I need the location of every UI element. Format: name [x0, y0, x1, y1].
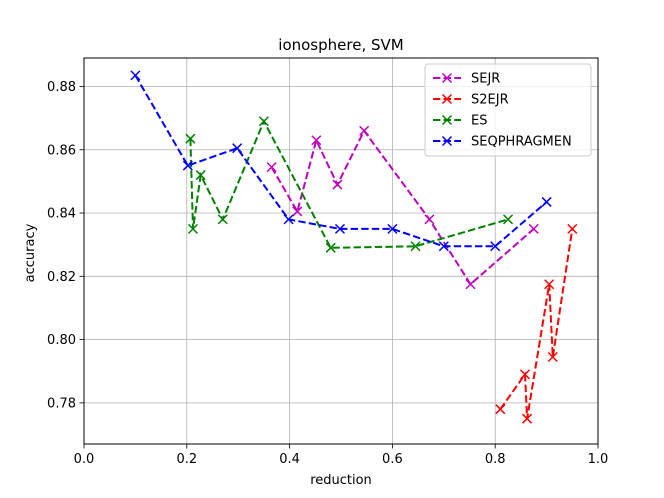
- data-point-es: [185, 133, 196, 144]
- data-point-seqphragmen: [438, 241, 449, 252]
- series-group: [130, 70, 578, 424]
- legend-entry-seqphragmen: SEQPHRAGMEN: [433, 135, 572, 150]
- data-point-es: [195, 170, 206, 181]
- legend-label-seqphragmen: SEQPHRAGMEN: [471, 135, 572, 150]
- data-point-sejr: [528, 223, 539, 234]
- series-line-sejr: [270, 128, 535, 286]
- legend-entry-sejr: SEJR: [433, 72, 500, 87]
- series-line-seqphragmen: [134, 74, 548, 248]
- data-point-s2ejr: [544, 279, 555, 290]
- data-point-s2ejr: [567, 223, 578, 234]
- data-point-sejr: [292, 206, 303, 217]
- x-tick-label: 0.0: [74, 452, 95, 467]
- data-point-es: [325, 242, 336, 253]
- series-s2ejr: [495, 223, 578, 424]
- x-tick-label: 0.2: [176, 452, 197, 467]
- legend-label-sejr: SEJR: [471, 72, 500, 87]
- y-axis-label: accuracy: [23, 223, 38, 282]
- data-point-es: [503, 214, 514, 225]
- data-point-seqphragmen: [334, 223, 346, 234]
- legend-label-s2ejr: S2EJR: [471, 93, 509, 108]
- y-tick-label: 0.88: [47, 80, 76, 95]
- data-point-sejr: [465, 279, 476, 290]
- series-line-es: [189, 118, 509, 249]
- x-axis-label: reduction: [310, 473, 372, 488]
- data-point-seqphragmen: [182, 160, 193, 171]
- data-point-seqphragmen: [283, 214, 294, 225]
- plot-frame: [83, 57, 599, 445]
- data-point-seqphragmen: [387, 223, 398, 234]
- legend-entry-es: ES: [433, 114, 487, 129]
- chart-title: ionosphere, SVM: [278, 36, 403, 54]
- data-point-seqphragmen: [130, 70, 141, 81]
- legend-marker-sejr: [441, 72, 453, 84]
- y-tick-label: 0.82: [47, 270, 76, 285]
- y-tick-label: 0.80: [47, 333, 76, 348]
- legend-label-es: ES: [471, 114, 487, 129]
- data-point-s2ejr: [522, 413, 533, 424]
- legend-marker-seqphragmen: [441, 135, 453, 147]
- data-point-es: [187, 223, 198, 234]
- x-tick-label: 0.6: [382, 452, 403, 467]
- legend: SEJR S2EJR ES SEQPHRAGMEN: [424, 63, 592, 157]
- x-tick-label: 1.0: [588, 452, 609, 467]
- data-point-sejr: [424, 214, 435, 225]
- data-point-seqphragmen: [541, 196, 552, 207]
- legend-box: [424, 63, 592, 157]
- x-tick-label: 0.8: [485, 452, 506, 467]
- data-point-sejr: [266, 162, 277, 173]
- data-point-sejr: [332, 179, 343, 190]
- data-point-es: [258, 116, 269, 127]
- legend-entry-s2ejr: S2EJR: [433, 93, 509, 108]
- legend-marker-s2ejr: [441, 93, 453, 105]
- data-point-sejr: [311, 135, 322, 146]
- data-point-s2ejr: [495, 404, 506, 415]
- series-line-s2ejr: [499, 228, 574, 419]
- data-point-seqphragmen: [232, 143, 243, 154]
- data-point-s2ejr: [547, 351, 558, 363]
- axis-ticks: 0.0 0.2 0.4 0.6 0.8 1.0 0.78 0.80 0.82 0.84 0.86 0.…: [47, 80, 608, 467]
- x-tick-label: 0.4: [279, 452, 300, 467]
- data-point-s2ejr: [519, 369, 531, 380]
- data-point-sejr: [359, 125, 370, 136]
- y-tick-label: 0.78: [47, 396, 76, 411]
- y-tick-label: 0.86: [47, 143, 76, 158]
- legend-marker-es: [441, 114, 453, 126]
- data-point-es: [217, 214, 228, 225]
- y-tick-label: 0.84: [47, 207, 76, 222]
- series-seqphragmen: [130, 70, 552, 252]
- data-point-seqphragmen: [490, 241, 501, 252]
- data-point-es: [410, 241, 421, 252]
- series-es: [185, 116, 514, 253]
- series-sejr: [266, 125, 539, 290]
